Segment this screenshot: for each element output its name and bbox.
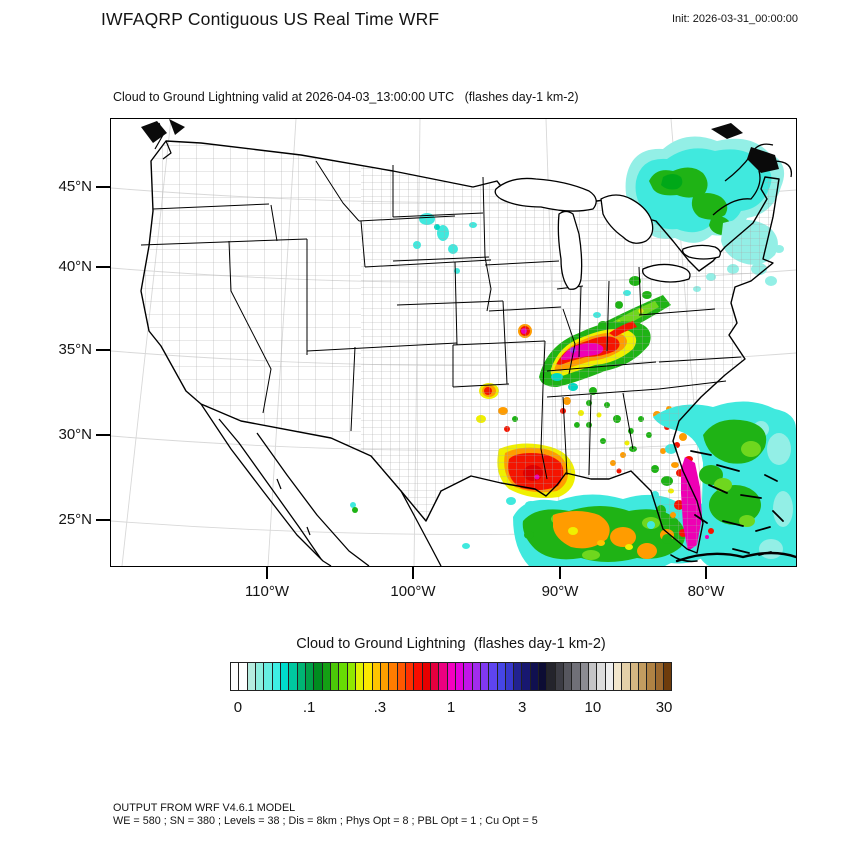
colorbar-cell [430, 663, 440, 690]
colorbar-cell [305, 663, 315, 690]
lon-tick-110w [266, 566, 268, 579]
colorbar-cell [555, 663, 565, 690]
colorbar-cell [389, 663, 398, 690]
init-timestamp: Init: 2026-03-31_00:00:00 [672, 13, 798, 25]
lake-erie [642, 263, 691, 283]
colorbar-cell [372, 663, 381, 690]
colorbar-tick-label: 0 [233, 699, 243, 716]
colorbar-cell [514, 663, 523, 690]
colorbar [230, 662, 672, 691]
colorbar-cell [380, 663, 390, 690]
colorbar-cell [264, 663, 273, 690]
colorbar-cell [539, 663, 548, 690]
colorbar-cell [364, 663, 373, 690]
colorbar-cell [480, 663, 490, 690]
colorbar-cell [355, 663, 365, 690]
colorbar-cell [572, 663, 581, 690]
conus-map-svg [111, 119, 796, 566]
footer-config-line: WE = 580 ; SN = 380 ; Levels = 38 ; Dis … [113, 815, 538, 827]
colorbar-cell [655, 663, 665, 690]
colorbar-cell [580, 663, 590, 690]
state-borders [140, 160, 742, 480]
lat-label-40n: 40°N [58, 258, 92, 275]
lat-tick-35n [96, 349, 110, 351]
lat-label-30n: 30°N [58, 426, 92, 443]
colorbar-tick-label: .3 [373, 699, 387, 716]
colorbar-cell [289, 663, 298, 690]
colorbar-cell [247, 663, 256, 690]
colorbar-cell [272, 663, 281, 690]
colorbar-cell [422, 663, 431, 690]
colorbar-cell [605, 663, 615, 690]
colorbar-cell [297, 663, 306, 690]
lat-label-45n: 45°N [58, 178, 92, 195]
colorbar-cell [414, 663, 423, 690]
conus-map-panel [110, 118, 797, 567]
colorbar-cell [405, 663, 415, 690]
lon-tick-90w [559, 566, 561, 579]
colorbar-tick-label: 30 [655, 699, 673, 716]
colorbar-cell [647, 663, 656, 690]
colorbar-cell [339, 663, 348, 690]
colorbar-title: Cloud to Ground Lightning (flashes day-1… [296, 636, 606, 652]
lon-tick-80w [705, 566, 707, 579]
page-title: IWFAQRP Contiguous US Real Time WRF [101, 9, 440, 29]
colorbar-cell [497, 663, 506, 690]
colorbar-cell [231, 663, 240, 690]
colorbar-cell [464, 663, 473, 690]
colorbar-cell [597, 663, 606, 690]
bahamas-cuba [670, 450, 796, 563]
colorbar-cell [664, 663, 672, 690]
colorbar-cell [455, 663, 465, 690]
colorbar-cell [505, 663, 515, 690]
map-subtitle: Cloud to Ground Lightning valid at 2026-… [113, 90, 579, 104]
lon-label-80w: 80°W [687, 583, 725, 600]
lake-michigan [557, 210, 583, 290]
colorbar-cell [347, 663, 356, 690]
lat-label-35n: 35°N [58, 341, 92, 358]
colorbar-cell [255, 663, 265, 690]
colorbar-cell [530, 663, 540, 690]
colorbar-tick-labels: 0 .1 .3 1 3 10 30 [230, 699, 673, 719]
colorbar-cell [589, 663, 598, 690]
lat-tick-30n [96, 434, 110, 436]
colorbar-cell [397, 663, 406, 690]
colorbar-cell [522, 663, 531, 690]
colorbar-cell [472, 663, 481, 690]
colorbar-tick-label: 1 [446, 699, 456, 716]
lon-label-100w: 100°W [390, 583, 436, 600]
lat-tick-45n [96, 186, 110, 188]
lake-ontario [681, 244, 721, 260]
lat-label-25n: 25°N [58, 511, 92, 528]
lake-superior [494, 177, 597, 212]
colorbar-cell [614, 663, 623, 690]
colorbar-cell [622, 663, 631, 690]
lon-label-90w: 90°W [541, 583, 579, 600]
colorbar-cell [564, 663, 573, 690]
great-lakes [494, 177, 721, 290]
colorbar-cell [314, 663, 323, 690]
colorbar-cell [322, 663, 331, 690]
colorbar-tick-label: 10 [584, 699, 602, 716]
lon-tick-100w [412, 566, 414, 579]
colorbar-tick-label: 3 [517, 699, 527, 716]
lake-huron [600, 194, 654, 244]
lat-tick-25n [96, 519, 110, 521]
colorbar-tick-label: .1 [302, 699, 316, 716]
lat-tick-40n [96, 266, 110, 268]
colorbar-cell [630, 663, 640, 690]
colorbar-cell [447, 663, 456, 690]
colorbar-cell [439, 663, 448, 690]
colorbar-cell [330, 663, 340, 690]
colorbar-cell [547, 663, 556, 690]
lon-label-110w: 110°W [244, 583, 290, 600]
colorbar-cell [239, 663, 248, 690]
colorbar-cell [639, 663, 648, 690]
colorbar-cell [280, 663, 290, 690]
footer-model-line: OUTPUT FROM WRF V4.6.1 MODEL [113, 802, 296, 814]
coastlines [140, 122, 793, 566]
islands [141, 119, 779, 173]
colorbar-cell [489, 663, 498, 690]
